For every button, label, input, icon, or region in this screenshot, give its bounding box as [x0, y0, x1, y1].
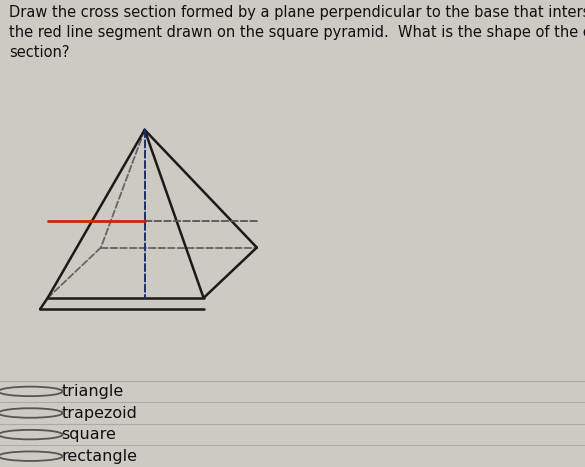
Text: triangle: triangle [61, 384, 123, 399]
Text: rectangle: rectangle [61, 449, 137, 464]
Text: trapezoid: trapezoid [61, 405, 137, 420]
Text: Draw the cross section formed by a plane perpendicular to the base that intersec: Draw the cross section formed by a plane… [9, 5, 585, 60]
Text: square: square [61, 427, 116, 442]
